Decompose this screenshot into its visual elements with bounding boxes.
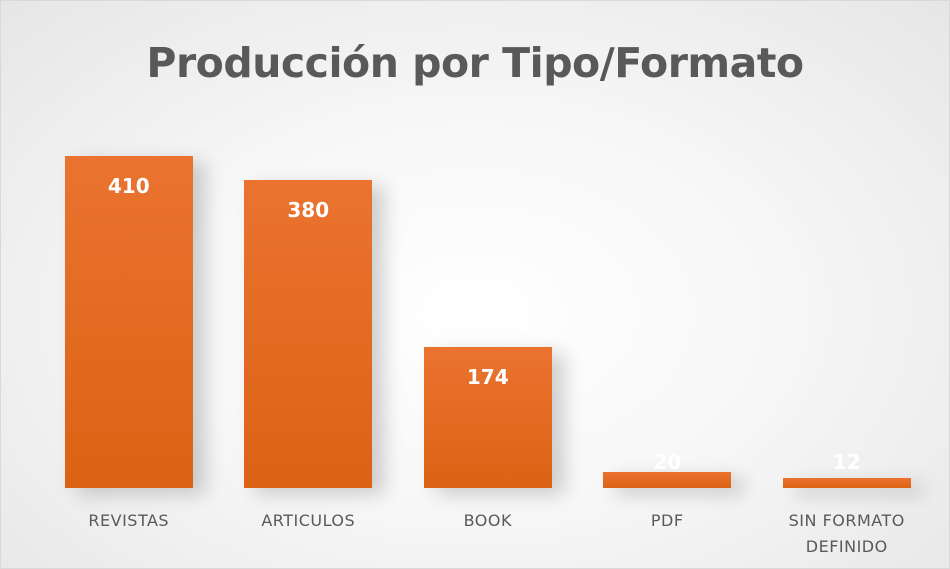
data-label: 380 — [287, 198, 330, 223]
bar — [244, 180, 373, 488]
x-tick-label: PDF — [650, 511, 684, 530]
bar — [423, 347, 552, 488]
bar — [64, 156, 193, 488]
bar — [603, 471, 732, 488]
bar — [782, 478, 911, 488]
data-label: 12 — [832, 450, 861, 474]
chart-title: Producción por Tipo/Formato — [146, 39, 804, 87]
x-tick-label: REVISTAS — [88, 511, 170, 530]
data-label: 410 — [107, 174, 150, 198]
data-label: 174 — [466, 365, 509, 390]
x-tick-label: ARTICULOS — [261, 511, 356, 530]
x-tick-label: SIN FORMATO DEFINIDO — [788, 511, 905, 556]
data-label: 20 — [653, 450, 682, 474]
x-tick-label: BOOK — [463, 511, 512, 530]
